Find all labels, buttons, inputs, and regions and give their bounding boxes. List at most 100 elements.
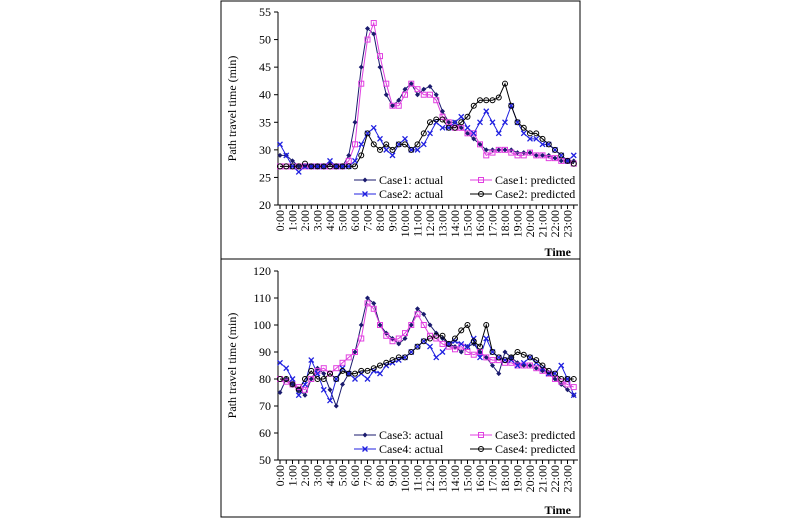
x-tick-label: 13:00	[436, 210, 450, 237]
marker	[364, 376, 371, 382]
marker	[477, 349, 483, 355]
marker	[477, 141, 483, 148]
x-axis-label: Time	[545, 245, 572, 259]
x-tick-label: 0:00	[273, 210, 287, 231]
x-tick-label: 16:00	[473, 465, 487, 492]
x-tick-label: 18:00	[498, 210, 512, 237]
marker	[283, 378, 290, 385]
marker	[370, 305, 377, 312]
y-tick-label: 30	[259, 143, 271, 157]
marker	[414, 311, 421, 318]
marker	[477, 97, 483, 104]
marker	[283, 365, 290, 372]
marker	[527, 362, 533, 369]
marker	[514, 152, 521, 159]
marker	[439, 332, 446, 339]
marker	[533, 357, 540, 364]
marker	[527, 150, 533, 156]
y-tick-label: 110	[253, 291, 271, 305]
marker	[564, 376, 571, 382]
marker	[558, 378, 565, 385]
marker	[395, 335, 402, 342]
marker	[533, 365, 540, 372]
marker	[308, 163, 315, 170]
series-line	[280, 323, 574, 391]
marker	[377, 53, 383, 60]
marker	[470, 338, 477, 345]
marker	[464, 130, 471, 137]
marker	[295, 163, 302, 170]
legend-label: Case3: predicted	[495, 428, 575, 442]
x-tick-label: 20:00	[523, 210, 537, 237]
marker	[490, 363, 495, 368]
y-tick-label: 45	[259, 60, 271, 74]
marker	[489, 349, 496, 355]
marker	[295, 386, 302, 393]
marker	[545, 370, 552, 377]
marker	[464, 113, 471, 120]
x-axis-label: Time	[545, 503, 572, 517]
marker	[420, 130, 427, 137]
legend-label: Case4: actual	[379, 442, 444, 456]
marker	[321, 371, 327, 377]
x-tick-label: 22:00	[548, 465, 562, 492]
marker	[520, 152, 527, 159]
marker	[520, 359, 527, 366]
marker	[421, 311, 427, 317]
marker	[302, 376, 308, 382]
marker	[545, 141, 552, 148]
marker	[290, 158, 295, 164]
marker	[377, 146, 383, 153]
marker	[358, 335, 365, 342]
marker	[465, 130, 470, 136]
marker	[362, 177, 368, 183]
x-tick-label: 0:00	[273, 465, 287, 486]
marker	[408, 80, 415, 87]
marker	[389, 146, 396, 153]
marker	[558, 158, 564, 164]
marker	[302, 163, 308, 170]
marker	[308, 376, 315, 382]
marker	[364, 300, 371, 307]
marker	[383, 141, 390, 148]
x-tick-label: 9:00	[386, 210, 400, 231]
marker	[377, 322, 383, 328]
marker	[452, 124, 458, 131]
marker	[389, 152, 396, 159]
x-tick-label: 12:00	[423, 465, 437, 492]
marker	[545, 155, 552, 162]
x-tick-label: 19:00	[511, 210, 525, 237]
marker	[402, 86, 408, 92]
marker	[320, 163, 327, 170]
marker	[502, 357, 508, 364]
marker	[539, 152, 546, 159]
marker	[358, 80, 365, 87]
marker	[502, 146, 508, 153]
marker	[277, 390, 283, 395]
marker	[440, 108, 445, 114]
marker	[471, 136, 477, 142]
x-tick-label: 1:00	[286, 210, 300, 231]
marker	[302, 386, 308, 393]
x-tick-label: 18:00	[498, 465, 512, 492]
x-tick-label: 19:00	[511, 465, 525, 492]
marker	[370, 124, 377, 131]
marker	[433, 335, 440, 342]
x-tick-label: 21:00	[536, 465, 550, 492]
marker	[458, 327, 465, 334]
marker	[370, 141, 377, 148]
marker	[383, 92, 389, 98]
x-tick-label: 11:00	[411, 210, 425, 237]
x-tick-label: 21:00	[536, 210, 550, 237]
marker	[408, 349, 415, 355]
marker	[396, 341, 402, 347]
marker	[478, 191, 484, 197]
marker	[339, 367, 346, 374]
marker	[570, 152, 577, 159]
marker	[402, 91, 408, 98]
marker	[533, 152, 539, 158]
marker	[402, 135, 408, 142]
marker	[390, 103, 395, 109]
marker	[345, 157, 352, 164]
